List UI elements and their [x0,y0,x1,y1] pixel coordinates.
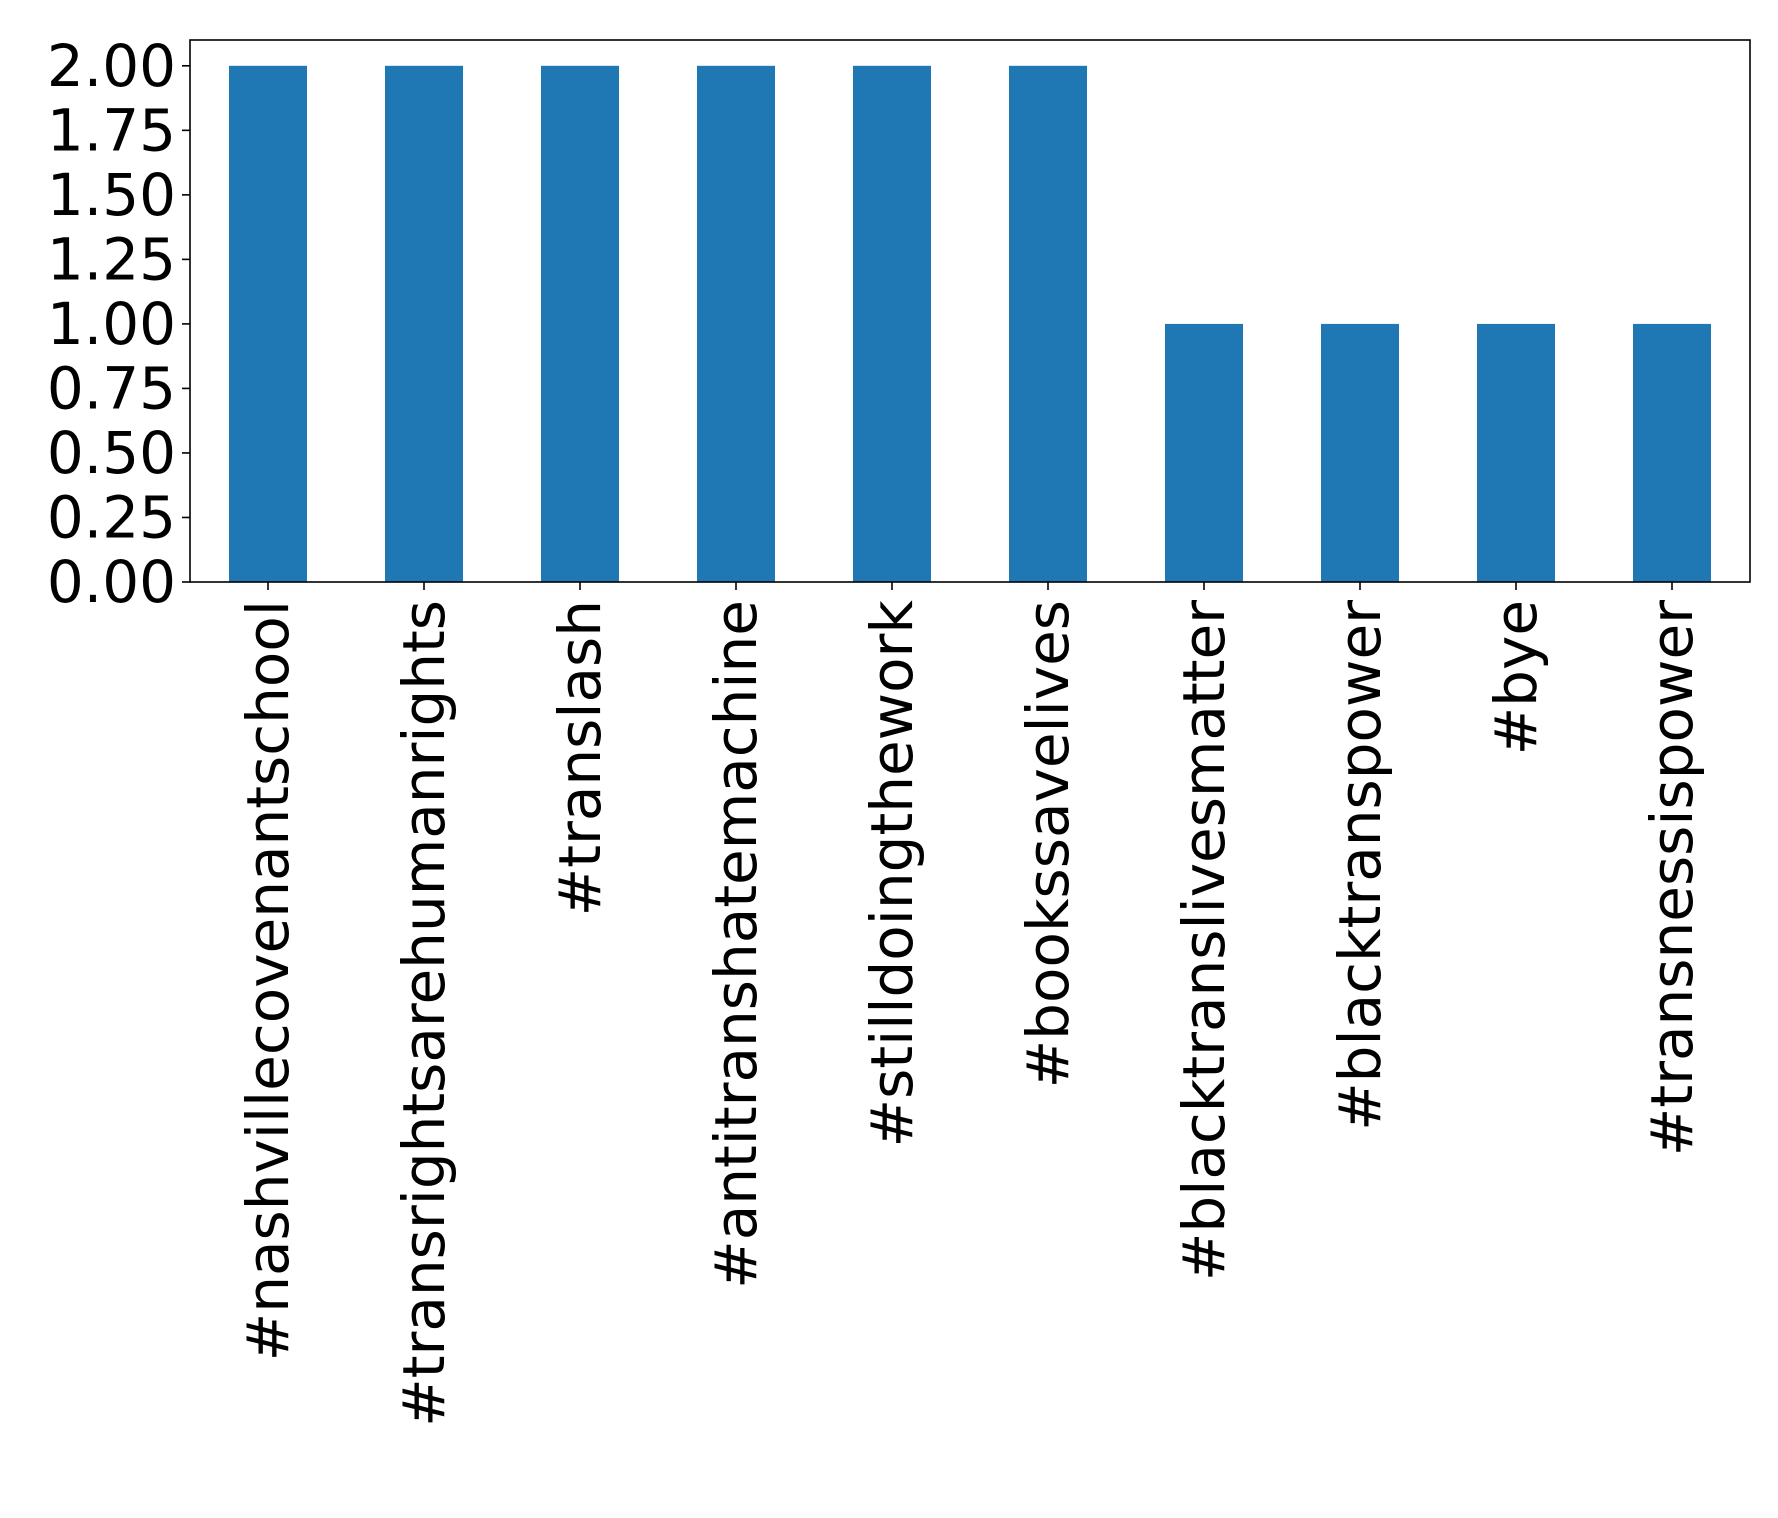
x-tick-label: #translash [546,600,614,916]
y-tick-label: 1.75 [47,96,176,164]
bar [541,65,619,583]
x-tick-label: #blacktranspower [1326,600,1394,1131]
y-axis: 0.000.250.500.751.001.251.501.752.00 [47,32,190,616]
y-tick-label: 0.25 [47,483,176,551]
y-tick-label: 2.00 [47,32,176,100]
y-tick-label: 1.25 [47,225,176,293]
x-tick-label: #stilldoingthework [858,600,926,1148]
x-tick-label: #transrightsarehumanrights [390,600,458,1427]
bar [1321,323,1399,582]
plot-area-frame [189,39,1751,583]
y-tick-label: 0.75 [47,354,176,422]
bar [229,65,307,583]
y-tick-label: 1.50 [47,161,176,229]
x-tick-label: #bookssavelives [1014,600,1082,1088]
y-tick-label: 1.00 [47,290,176,358]
y-tick-label: 0.50 [47,419,176,487]
bar [1009,65,1087,583]
x-axis: #nashvillecovenantschool #transrightsareh… [234,582,1706,1427]
bar [1165,323,1243,582]
bar [697,65,775,583]
bar [1477,323,1555,582]
x-tick-label: #nashvillecovenantschool [234,600,302,1361]
bar [853,65,931,583]
x-tick-label: #bye [1482,600,1550,755]
bar [385,65,463,583]
y-tick-label: 0.00 [47,548,176,616]
bars-layer [229,65,1711,583]
x-tick-label: #blacktranslivesmatter [1170,600,1238,1281]
bar [1633,323,1711,582]
x-tick-label: #antitranshatemachine [702,600,770,1289]
x-tick-label: #transnessispower [1638,600,1706,1156]
